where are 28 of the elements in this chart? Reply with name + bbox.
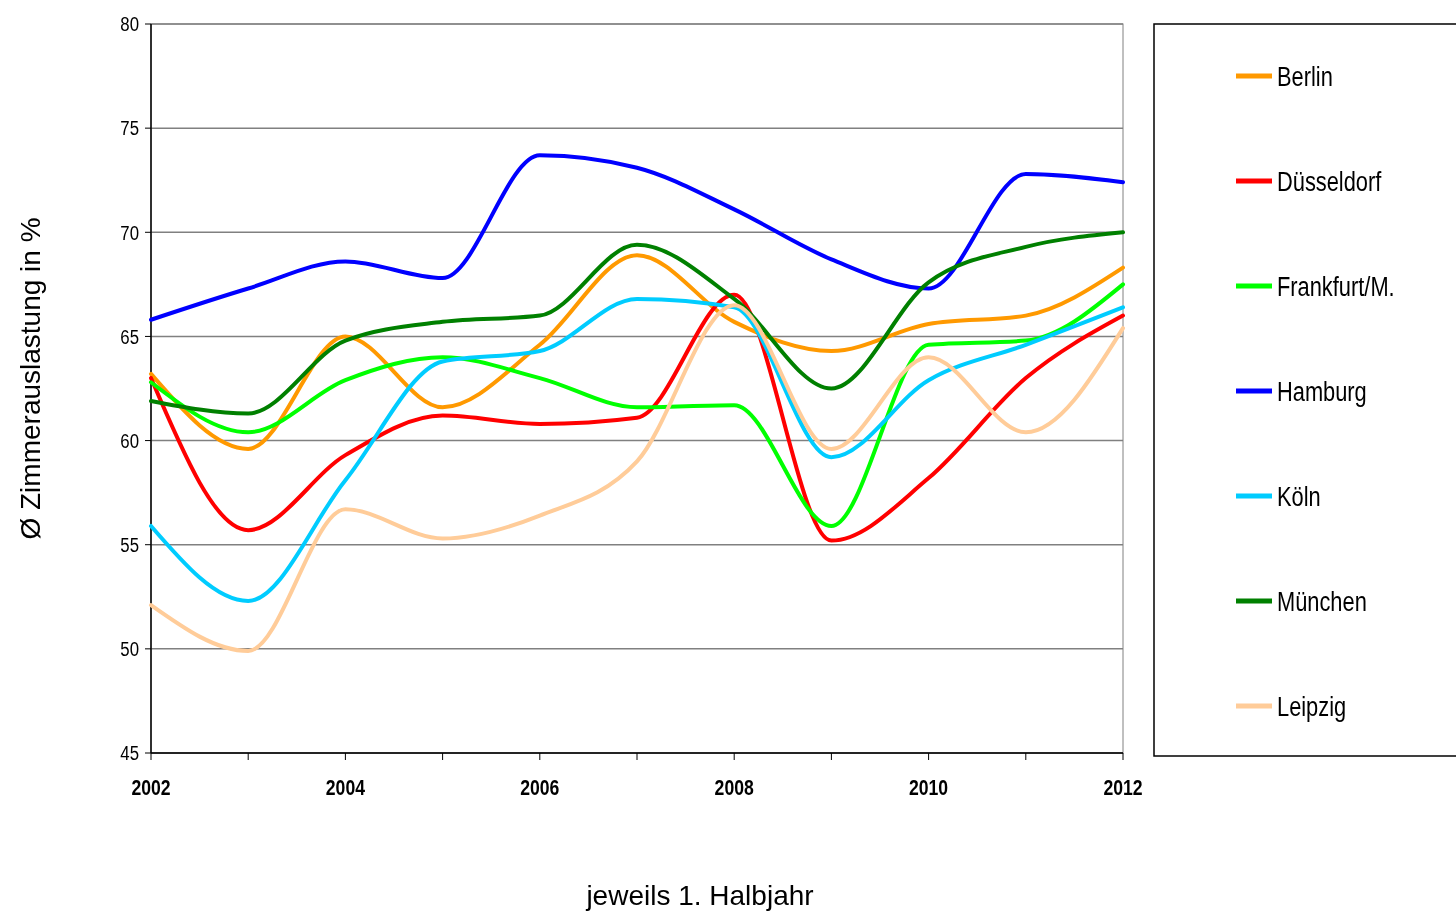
y-tick-label: 60 [120, 429, 139, 453]
y-tick-label: 75 [120, 116, 139, 140]
x-tick-label: 2010 [909, 775, 949, 800]
line-series [149, 303, 1125, 653]
legend-label: Düsseldorf [1277, 165, 1383, 197]
x-tick-label: 2008 [714, 775, 754, 800]
x-tick-label: 2012 [1103, 775, 1143, 800]
x-axis-title: jeweils 1. Halbjahr [585, 880, 814, 911]
x-tick-label: 2004 [325, 775, 365, 800]
legend-label: München [1277, 585, 1367, 617]
line-series [149, 253, 1125, 451]
x-tick-label: 2006 [520, 775, 560, 800]
legend-label: Köln [1277, 480, 1321, 512]
legend-label: Leipzig [1277, 690, 1347, 722]
y-tick-label: 65 [120, 325, 139, 349]
legend-label: Berlin [1277, 60, 1333, 92]
y-tick-label: 70 [120, 220, 139, 245]
legend-label: Frankfurt/M. [1277, 270, 1395, 302]
y-tick-label: 55 [120, 533, 139, 557]
line-series [149, 296, 1125, 603]
y-axis-title: Ø Zimmerauslastung in % [15, 217, 46, 540]
x-tick-label: 2002 [131, 775, 171, 800]
line-series [149, 153, 1125, 322]
y-tick-label: 45 [120, 741, 139, 765]
line-series [149, 230, 1125, 416]
legend-label: Hamburg [1277, 375, 1367, 407]
y-tick-label: 80 [120, 12, 139, 36]
y-tick-label: 50 [120, 637, 139, 661]
